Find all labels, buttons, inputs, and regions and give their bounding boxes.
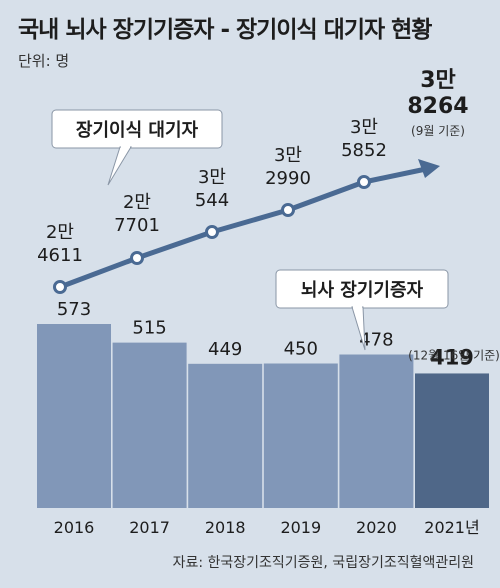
x-tick-label: 2016 xyxy=(54,518,95,537)
point-label: 3만 xyxy=(198,167,226,188)
point-label: 7701 xyxy=(114,215,160,236)
point-label: 3만 xyxy=(350,117,378,138)
bar-value-label: 419 xyxy=(430,345,474,369)
point-label: 2만 xyxy=(123,192,151,213)
bar xyxy=(112,342,187,508)
x-tick-label: 2018 xyxy=(205,518,246,537)
bar xyxy=(339,354,414,508)
point-label: 544 xyxy=(195,190,229,211)
x-tick-label: 2021년 xyxy=(424,518,479,537)
bar xyxy=(263,363,338,508)
data-point xyxy=(357,175,371,189)
data-point xyxy=(281,203,295,217)
bar-value-label: 515 xyxy=(132,318,166,339)
legend-label-donors: 뇌사 장기기증자 xyxy=(301,280,424,301)
bar xyxy=(37,324,111,508)
point-label: 2만 xyxy=(46,222,74,243)
data-point xyxy=(205,225,219,239)
legend-box-waitlist xyxy=(51,109,223,149)
bar-value-label: 450 xyxy=(284,338,318,359)
unit-label: 단위: 명 xyxy=(18,52,70,70)
point-note: (9월 기준) xyxy=(411,124,465,138)
arrow-head-icon xyxy=(418,159,440,178)
point-label-last: 3만 xyxy=(420,68,456,93)
bar xyxy=(415,373,489,508)
bar-value-label: 449 xyxy=(208,339,242,360)
point-label: 3만 xyxy=(274,145,302,166)
data-point xyxy=(53,280,67,294)
bar-value-label: 573 xyxy=(57,299,91,320)
source-note: 자료: 한국장기조직기증원, 국립장기조직혈액관리원 xyxy=(172,555,474,571)
x-tick-label: 2017 xyxy=(129,518,170,537)
series-line-waitlist xyxy=(59,166,427,290)
chart-title: 국내 뇌사 장기기증자 - 장기이식 대기자 현황 xyxy=(18,17,432,43)
bar-note: (12월 16일 기준) xyxy=(408,348,500,362)
legend-pointer-waitlist xyxy=(107,146,132,186)
x-tick-label: 2019 xyxy=(280,518,321,537)
bar-value-label: 478 xyxy=(359,330,393,351)
point-label: 4611 xyxy=(37,245,83,266)
bar xyxy=(188,363,263,508)
data-point xyxy=(130,251,144,265)
legend-label-waitlist: 장기이식 대기자 xyxy=(76,120,199,141)
point-label: 2990 xyxy=(265,168,311,189)
x-tick-label: 2020 xyxy=(356,518,397,537)
point-label-last: 8264 xyxy=(407,94,468,119)
point-label: 5852 xyxy=(341,140,387,161)
